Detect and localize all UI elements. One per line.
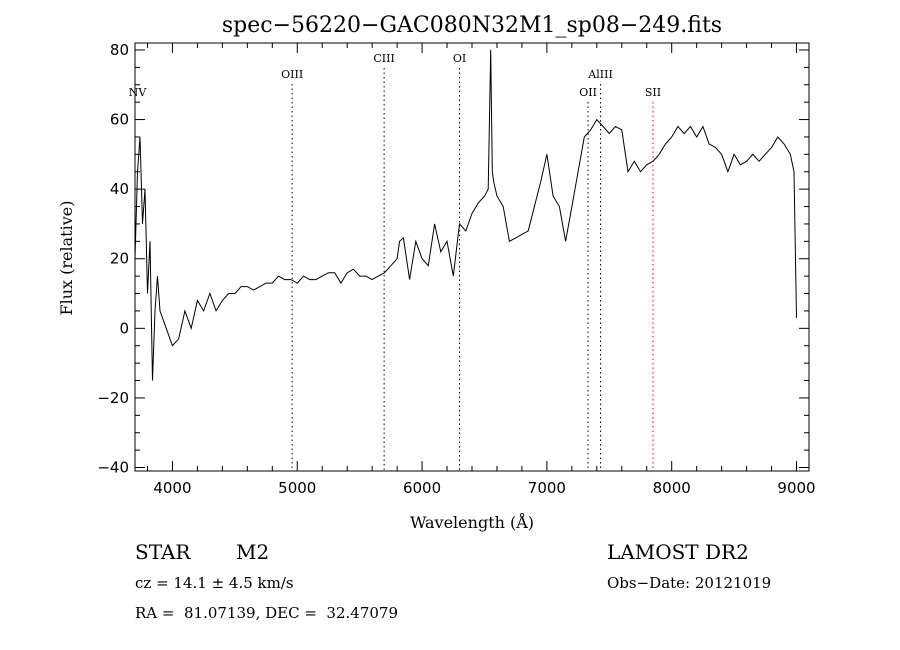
y-tick-label: −20 [97,389,129,407]
survey-name: LAMOST DR2 [607,540,749,564]
y-tick-label: 40 [110,180,129,198]
x-tick-label: 5000 [278,479,316,497]
line-marker-label: AlIII [587,68,613,81]
line-marker-label: OI [453,52,466,65]
x-tick-label: 8000 [653,479,691,497]
x-tick-label: 7000 [528,479,566,497]
x-tick-label: 9000 [777,479,815,497]
x-tick-label: 4000 [153,479,191,497]
plot-frame [134,42,810,472]
y-tick-label: 60 [110,111,129,129]
line-marker-label: OII [579,86,597,99]
line-marker-label: NV [129,86,148,99]
axis-ticks: 4000 5000 6000 7000 8000 9000 −40 −20 0 20 40 60 80 [97,41,815,497]
line-marker-label: OIII [281,68,303,81]
line-marker-label: CIII [373,52,394,65]
redshift-text: cz = 14.1 ± 4.5 km/s [135,574,294,592]
y-tick-label: 20 [110,250,129,268]
line-marker-label: SII [645,86,661,99]
object-subclass: M2 [236,540,270,564]
y-tick-label: −40 [97,459,129,477]
y-tick-label: 80 [110,41,129,59]
y-axis-label: Flux (relative) [57,201,76,316]
spectrum-line [134,49,797,381]
x-axis-label: Wavelength (Å) [410,512,534,532]
obs-date: Obs−Date: 20121019 [607,574,772,592]
coordinates: RA = 81.07139, DEC = 32.47079 [135,604,399,622]
object-type: STAR [135,540,191,564]
chart-title: spec−56220−GAC080N32M1_sp08−249.fits [222,13,722,38]
y-tick-label: 0 [119,319,129,337]
line-markers: NV OIII CIII OI AlIII OII SII [129,52,661,471]
x-tick-label: 6000 [403,479,441,497]
